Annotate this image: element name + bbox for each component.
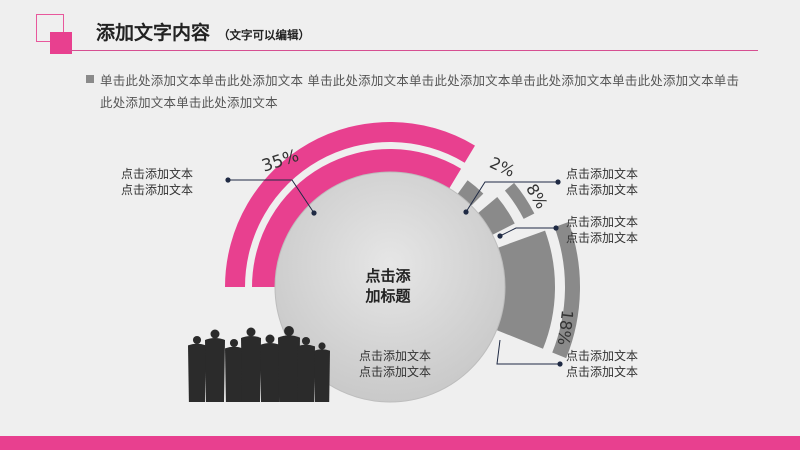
segment-2-callout-dot — [553, 225, 559, 231]
person-1-body — [205, 338, 225, 402]
person-7-head — [318, 342, 326, 350]
segment-1-leader-line — [465, 181, 558, 213]
segment-0-callout-text-0: 点击添加文本 — [121, 166, 193, 181]
segment-3-callout-dot — [557, 361, 563, 367]
segment-2-callout-text-1: 点击添加文本 — [566, 230, 638, 245]
segment-0-leader-line — [228, 179, 315, 214]
segment-0-anchor-dot — [311, 210, 317, 216]
segment-2-outer-band — [504, 182, 535, 219]
center-callout-text-1: 点击添加文本 — [359, 364, 431, 379]
person-1-head — [210, 329, 220, 339]
bullet-icon — [86, 75, 94, 83]
segment-3-leader-line — [496, 339, 560, 365]
person-6-head — [301, 336, 311, 346]
center-callout-text-0: 点击添加文本 — [359, 348, 431, 363]
person-3-head — [246, 327, 256, 337]
person-0-head — [192, 335, 202, 345]
person-0-body — [188, 343, 206, 402]
title-divider — [68, 50, 758, 51]
logo-fill-square — [50, 32, 72, 54]
person-4-body — [260, 343, 280, 402]
segment-2-leader-line — [499, 227, 556, 237]
segment-1-callout-text-1: 点击添加文本 — [566, 182, 638, 197]
person-2-head — [229, 338, 239, 348]
segment-1-callout-text-0: 点击添加文本 — [566, 166, 638, 181]
person-3-body — [241, 336, 261, 402]
person-4-head — [265, 334, 275, 344]
segment-0-callout-text-1: 点击添加文本 — [121, 182, 193, 197]
person-5-head — [284, 326, 294, 336]
segment-3-percent-label: 18% — [554, 309, 577, 347]
segment-2-anchor-dot — [497, 233, 503, 239]
segment-0-outer-band — [225, 121, 475, 287]
description-text: 单击此处添加文本单击此处添加文本 单击此处添加文本单击此处添加文本单击此处添加文… — [100, 73, 740, 110]
segment-3-callout-text-1: 点击添加文本 — [566, 364, 638, 379]
chart-center-label-line1: 点击添 — [365, 267, 411, 285]
segment-3-outer-band — [552, 222, 581, 359]
segment-1-anchor-dot — [463, 209, 469, 215]
segment-3-callout-text-0: 点击添加文本 — [566, 348, 638, 363]
person-7-body — [314, 349, 330, 402]
person-2-body — [225, 346, 243, 402]
people-silhouette-icon — [188, 326, 330, 402]
page-title: 添加文字内容 — [96, 22, 211, 44]
person-5-body — [278, 335, 300, 402]
person-6-body — [297, 344, 315, 402]
segment-1-percent-label: 2% — [487, 153, 518, 181]
footer-bar — [0, 436, 800, 450]
segment-1-callout-dot — [555, 179, 561, 185]
segment-2-callout-text-0: 点击添加文本 — [566, 214, 638, 229]
segment-0-callout-dot — [225, 177, 231, 183]
chart-center-circle — [274, 171, 506, 403]
page-subtitle: （文字可以编辑） — [218, 28, 310, 42]
chart-center-label-line2: 加标题 — [364, 287, 411, 305]
